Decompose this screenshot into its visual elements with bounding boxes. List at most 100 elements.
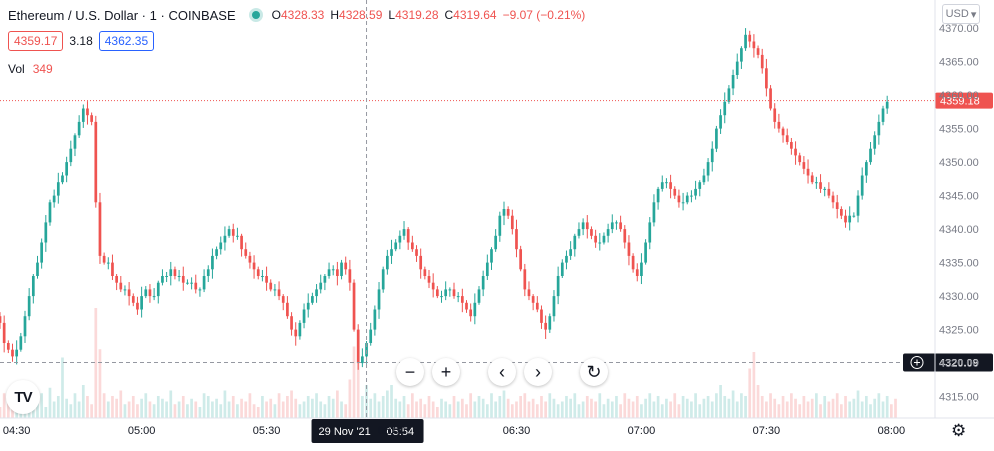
volume-bar [494,401,498,418]
volume-bar [369,398,373,418]
volume-bar [52,401,56,418]
volume-bar [515,401,518,418]
candle-body [635,269,639,276]
candle-body [56,182,60,196]
candle-body [681,202,685,204]
candle-body [656,188,660,203]
volume-bar [219,404,223,418]
volume-bar [152,404,156,418]
candle-body [86,108,89,116]
symbol-title[interactable]: Ethereum / U.S. Dollar · 1 · COINBASE [8,8,236,23]
market-open-icon [251,11,260,19]
volume-bar [0,407,2,418]
candle-body [94,121,98,203]
candle-body [173,269,177,276]
volume-bar [415,401,418,418]
volume-bar [606,398,610,418]
volume-bar [510,404,514,418]
candle-body [348,269,352,283]
volume-bar [535,404,539,418]
currency-selector[interactable]: USD ▾ [942,4,980,24]
candle-body [502,209,506,216]
volume-bar [885,396,889,418]
candle-body [19,336,23,350]
volume-bar [790,393,793,418]
volume-bar [315,393,318,418]
volume-bar [44,407,48,418]
low-label: L [388,8,396,22]
candle-body [394,242,398,250]
volume-bar [548,393,552,418]
candle-body [152,296,156,298]
candle-body [98,202,102,256]
volume-bar [656,396,660,418]
volume-bar [186,404,189,418]
reset-chart-button[interactable]: ↻ [580,358,608,386]
volume-bar [690,401,693,418]
volume-bar [644,398,647,418]
candle-body [77,121,81,136]
candle-body [256,269,260,276]
candle-body [115,276,118,283]
candle-body [290,316,293,330]
volume-bar [552,398,556,418]
volume-bar [652,401,656,418]
volume-bar [65,398,68,418]
volume-bar [2,393,6,418]
volume-bar [785,401,789,418]
volume-legend[interactable]: Vol 349 [8,62,53,76]
volume-bar [361,396,364,418]
volume-bar [77,401,81,418]
volume-bar [277,393,281,418]
gear-icon[interactable]: ⚙ [951,421,967,440]
volume-bar [431,401,435,418]
tradingview-logo-icon[interactable]: TV [6,380,40,414]
volume-bar [435,407,439,418]
candle-body [286,302,289,317]
volume-bar [815,393,818,418]
volume-bar [590,398,593,418]
candle-body [573,235,577,250]
volume-bar [140,398,143,418]
volume-bar [469,393,473,418]
x-tick-label: 05:00 [128,425,156,437]
volume-bar [844,396,847,418]
chevron-down-icon: ▾ [970,8,977,21]
candle-body [769,88,772,109]
x-tick-label: 08:00 [878,425,906,437]
zoom-out-button[interactable]: − [396,358,424,386]
chart-legend-header[interactable]: Ethereum / U.S. Dollar · 1 · COINBASE O4… [8,6,585,24]
volume-bar [598,393,602,418]
candle-body [735,61,739,75]
scroll-right-button[interactable]: › [524,358,552,386]
volume-bar [190,398,193,418]
scroll-left-button[interactable]: ‹ [488,358,516,386]
nav-spacer [560,358,572,386]
buy-price-button[interactable]: 4362.35 [98,31,155,51]
sell-price-button[interactable]: 4359.17 [8,31,64,51]
volume-bar [660,404,664,418]
zoom-in-button[interactable]: + [432,358,460,386]
volume-bar [765,401,768,418]
candle-body [119,282,123,290]
candle-body [615,222,618,224]
volume-bar [619,404,622,418]
volume-bar [294,398,298,418]
candle-body [723,101,727,116]
volume-bar [56,396,60,418]
volume-bar [352,346,356,418]
volume-bar [94,308,98,418]
volume-bar [98,349,102,418]
candle-body [431,282,435,290]
candle-body [652,202,656,223]
candle-body [244,249,248,256]
volume-bar [889,404,893,418]
volume-bar [127,401,131,418]
candle-body [610,222,614,230]
candle-body [490,249,493,263]
candle-body [90,115,93,122]
volume-bar [615,396,618,418]
volume-bar [123,404,127,418]
